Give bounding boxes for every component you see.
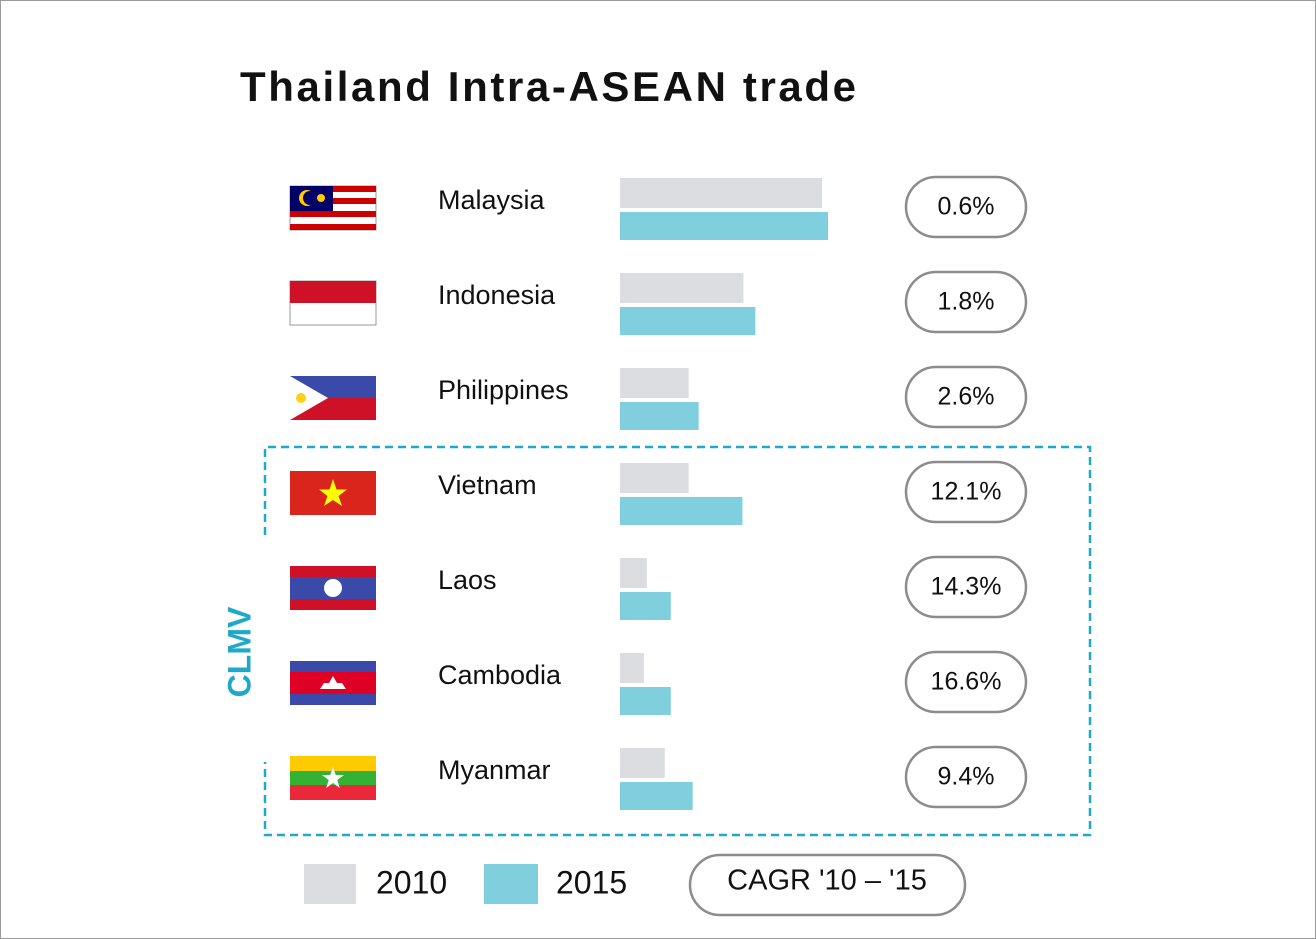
legend-pill (688, 853, 967, 917)
group-label: CLMV (221, 606, 257, 697)
bar (620, 782, 693, 810)
flag-cambodia (290, 661, 376, 705)
bar (620, 653, 644, 683)
cagr-pill (904, 745, 1028, 809)
bar (620, 748, 665, 778)
category-label: Cambodia (438, 660, 562, 690)
chart-title: Thailand Intra-ASEAN trade (240, 63, 856, 110)
bar (620, 307, 756, 335)
cagr-pill (904, 460, 1028, 524)
flag-myanmar (290, 756, 376, 800)
flag-indonesia (289, 280, 377, 326)
bar (620, 178, 823, 208)
legend-swatch (484, 864, 538, 904)
legend-label: CAGR '10 – '15 (727, 865, 927, 897)
flag-laos (290, 566, 376, 610)
cagr-label: 1.8% (938, 288, 995, 316)
cagr-pill (904, 555, 1028, 619)
cagr-pill (904, 650, 1028, 714)
bar (620, 402, 699, 430)
bar (620, 273, 744, 303)
bar (620, 592, 671, 620)
cagr-label: 12.1% (931, 478, 1002, 506)
cagr-label: 2.6% (938, 383, 995, 411)
category-label: Malaysia (438, 185, 546, 215)
bar (620, 687, 671, 715)
category-label: Laos (438, 565, 497, 595)
legend-label: 2010 (376, 864, 447, 900)
cagr-pill (904, 270, 1028, 334)
cagr-label: 16.6% (931, 668, 1002, 696)
category-label: Vietnam (438, 470, 537, 500)
cagr-label: 0.6% (938, 193, 995, 221)
bar (620, 497, 743, 525)
category-label: Myanmar (438, 755, 551, 785)
flag-philippines (290, 376, 376, 420)
clmv-box (263, 445, 1092, 837)
category-label: Indonesia (438, 280, 556, 310)
bar (620, 463, 689, 493)
bar (620, 368, 689, 398)
legend-swatch (304, 864, 356, 904)
bar (620, 212, 829, 240)
cagr-pill (904, 175, 1028, 239)
cagr-label: 9.4% (938, 763, 995, 791)
flag-malaysia (289, 185, 377, 231)
flag-vietnam (290, 471, 376, 515)
cagr-label: 14.3% (931, 573, 1002, 601)
bar (620, 558, 647, 588)
category-label: Philippines (438, 375, 569, 405)
legend-label: 2015 (556, 864, 627, 900)
cagr-pill (904, 365, 1028, 429)
